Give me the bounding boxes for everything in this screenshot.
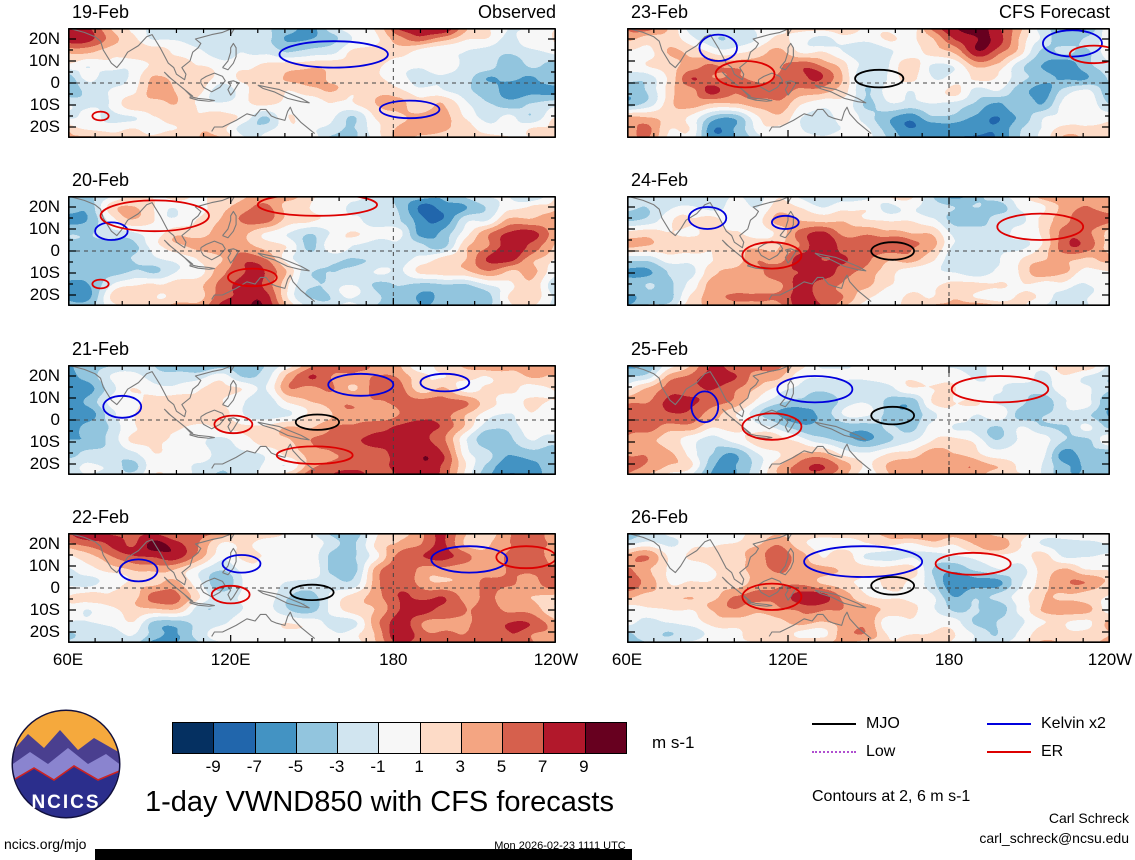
y-tick-label-10N: 10N: [28, 388, 60, 407]
contour-note: Contours at 2, 6 m s-1: [812, 788, 971, 805]
colorbar-swatch-0: [173, 723, 215, 753]
y-tick-label-20N: 20N: [28, 197, 60, 216]
logo-mountains-front: [13, 766, 119, 817]
y-tick-label-10S: 10S: [29, 432, 60, 451]
x-tick-label-60E: 60E: [52, 650, 84, 669]
legend-entry-er: ER: [987, 738, 1135, 766]
y-tick-label-10N: 10N: [28, 219, 60, 238]
map-canvas-25-Feb: [627, 365, 1110, 475]
y-tick-label-20S: 20S: [29, 622, 60, 641]
y-tick-label-10N: 10N: [28, 556, 60, 575]
map-canvas-20-Feb: [68, 196, 556, 306]
colorbar-swatch-4: [338, 723, 380, 753]
legend-label: Low: [866, 743, 896, 760]
legend-line-icon: [812, 751, 856, 753]
ncics-logo-graphic: NCICS: [11, 709, 121, 819]
column-title-cfs-forecast: CFS Forecast: [998, 2, 1110, 22]
bottom-black-bar: [95, 849, 632, 860]
map-canvas-19-Feb: [68, 28, 556, 138]
y-tick-label-0: 0: [50, 73, 60, 92]
y-tick-label-20N: 20N: [28, 534, 60, 553]
y-tick-label-10N: 10N: [28, 51, 60, 70]
colorbar: [172, 722, 627, 754]
colorbar-level--7: -7: [246, 757, 262, 776]
panel-date-label-23-Feb: 23-Feb: [631, 2, 689, 22]
credit-name: Carl Schreck: [1048, 810, 1129, 826]
legend-entry-mjo: MJO: [812, 710, 987, 738]
logo-ridge-line: [13, 765, 119, 783]
y-tick-label-20N: 20N: [28, 366, 60, 385]
x-tick-label-180: 180: [379, 650, 408, 669]
colorbar-swatch-6: [420, 723, 462, 753]
wave-legend: MJO Low Kelvin x2 ER: [812, 710, 1135, 766]
logo-text: NCICS: [31, 792, 100, 813]
x-tick-label-120E: 120E: [210, 650, 251, 669]
colorbar-level--1: -1: [370, 757, 386, 776]
colorbar-level-3: 3: [455, 757, 465, 776]
colorbar-swatch-9: [544, 723, 586, 753]
panel-date-label-26-Feb: 26-Feb: [631, 507, 689, 527]
colorbar-level--9: -9: [205, 757, 221, 776]
legend-label: MJO: [866, 715, 900, 732]
y-tick-label-10S: 10S: [29, 95, 60, 114]
colorbar-swatch-5: [379, 723, 421, 753]
colorbar-swatch-8: [503, 723, 545, 753]
site-url: ncics.org/mjo: [4, 836, 87, 852]
x-tick-label-120E: 120E: [768, 650, 808, 669]
y-tick-label-20N: 20N: [28, 29, 60, 48]
y-tick-label-10S: 10S: [29, 600, 60, 619]
colorbar-level-7: 7: [537, 757, 548, 776]
colorbar-level-9: 9: [579, 757, 589, 776]
legend-line-icon: [812, 723, 856, 725]
colorbar-level--5: -5: [287, 757, 304, 776]
y-tick-label-0: 0: [50, 410, 60, 429]
panel-date-label-24-Feb: 24-Feb: [631, 170, 689, 190]
panel-date-label-21-Feb: 21-Feb: [72, 339, 130, 359]
y-tick-label-0: 0: [50, 578, 60, 597]
x-tick-label-180: 180: [934, 650, 964, 669]
column-title-observed: Observed: [477, 2, 556, 22]
legend-label: Kelvin x2: [1041, 715, 1106, 732]
legend-entry-low: Low: [812, 738, 987, 766]
y-tick-label-20S: 20S: [29, 117, 60, 136]
x-tick-label-120W: 120W: [533, 650, 579, 669]
panel-date-label-19-Feb: 19-Feb: [72, 2, 130, 22]
panel-date-label-25-Feb: 25-Feb: [631, 339, 689, 359]
panel-date-label-20-Feb: 20-Feb: [72, 170, 130, 190]
colorbar-level--3: -3: [329, 757, 345, 776]
colorbar-swatch-2: [255, 723, 297, 753]
map-canvas-26-Feb: [627, 533, 1110, 643]
legend-line-icon: [987, 723, 1031, 725]
legend-line-icon: [987, 751, 1031, 753]
panel-date-label-22-Feb: 22-Feb: [72, 507, 130, 527]
map-canvas-23-Feb: [627, 28, 1110, 138]
y-tick-label-0: 0: [50, 241, 60, 260]
x-tick-label-60E: 60E: [611, 650, 643, 669]
legend-label: ER: [1041, 743, 1064, 760]
colorbar-swatch-3: [296, 723, 339, 753]
map-canvas-21-Feb: [68, 365, 556, 475]
colorbar-swatch-1: [214, 723, 256, 753]
credit-email: carl_schreck@ncsu.edu: [979, 830, 1129, 846]
x-tick-label-120W: 120W: [1087, 650, 1133, 669]
figure-title: 1-day VWND850 with CFS forecasts: [145, 786, 614, 818]
colorbar-level-1: 1: [414, 757, 424, 776]
colorbar-swatch-10: [585, 723, 626, 753]
map-canvas-24-Feb: [627, 196, 1110, 306]
colorbar-units-label: m s-1: [652, 733, 695, 752]
colorbar-swatch-7: [461, 723, 504, 753]
y-tick-label-20S: 20S: [29, 285, 60, 304]
legend-entry-kelvin-x2: Kelvin x2: [987, 710, 1135, 738]
y-tick-label-10S: 10S: [29, 263, 60, 282]
map-canvas-22-Feb: [68, 533, 556, 643]
ncics-logo: NCICS: [10, 708, 122, 825]
colorbar-level-5: 5: [496, 757, 507, 776]
y-tick-label-20S: 20S: [29, 454, 60, 473]
